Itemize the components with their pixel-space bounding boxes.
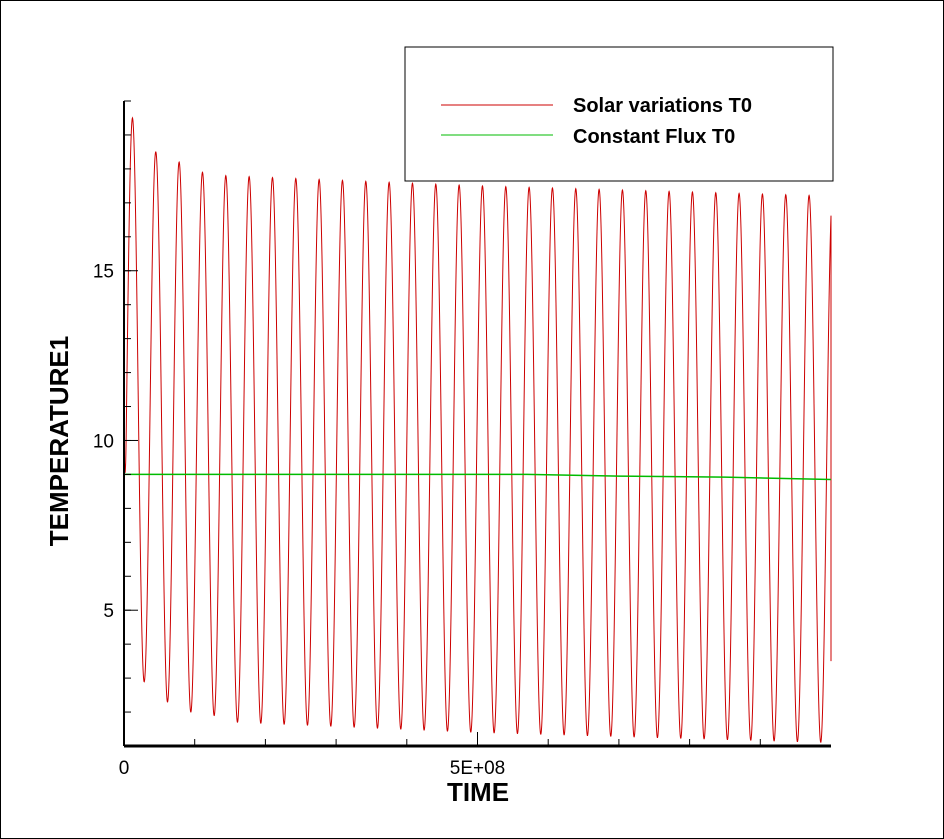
x-tick-label: 0: [119, 758, 130, 779]
series-line-constant-flux: [124, 473, 832, 481]
x-tick-label: 5E+08: [450, 758, 505, 779]
y-tick-label: 15: [93, 262, 114, 283]
x-axis-title: TIME: [447, 777, 509, 807]
series-layer: [123, 116, 832, 743]
y-tick-label: 5: [103, 601, 114, 622]
legend-label-solar-variations: Solar variations T0: [573, 95, 752, 117]
legend-label-constant-flux: Constant Flux T0: [573, 126, 735, 148]
y-tick-label: 10: [93, 431, 114, 452]
legend: Solar variations T0 Constant Flux T0: [404, 46, 834, 182]
legend-box: [404, 46, 834, 182]
tick-labels: 5 10 15 0 5E+08: [93, 262, 505, 779]
tick-marks: [123, 100, 761, 747]
y-axis-title: TEMPERATURE1: [44, 336, 74, 546]
series-line-solar-variations: [123, 116, 832, 743]
